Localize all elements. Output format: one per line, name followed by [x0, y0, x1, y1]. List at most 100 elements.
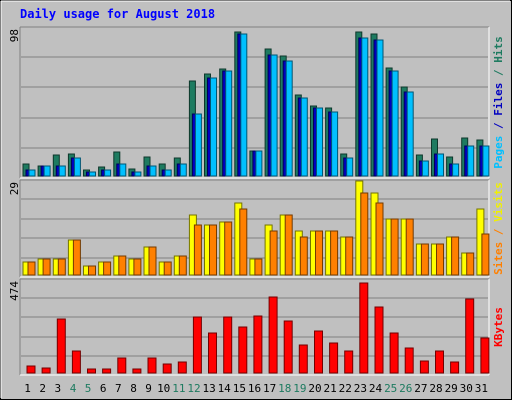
bar-pages-day-6	[104, 169, 112, 177]
bar-sites-day-31	[481, 233, 490, 276]
day-label-7: 7	[115, 382, 122, 395]
legend-part: /	[492, 222, 505, 242]
chart-title: Daily usage for August 2018	[20, 7, 215, 21]
bar-pages-day-27	[421, 160, 429, 177]
bar-sites-day-30	[466, 252, 475, 276]
bar-pages-day-5	[89, 171, 96, 177]
bar-kbytes-day-21	[329, 342, 339, 374]
day-label-15: 15	[233, 382, 246, 395]
bar-sites-day-29	[451, 236, 460, 276]
bar-sites-day-3	[57, 258, 66, 276]
bar-pages-day-16	[255, 150, 263, 177]
day-labels: 1 2 3 4 5 6 7 8 9 10 11 12 13 14 15 16 17 18 19 20 21 22 23 24 2…	[24, 382, 488, 395]
day-label-28: 28	[429, 382, 442, 395]
bar-sites-day-27	[420, 243, 429, 276]
series-legend-label: Sites / Visits	[492, 182, 505, 275]
bar-sites-day-1	[27, 261, 36, 276]
bar-pages-day-7	[119, 163, 127, 177]
bar-sites-day-17	[269, 230, 278, 276]
bar-kbytes-day-30	[465, 298, 475, 374]
bar-sites-day-21	[330, 230, 339, 276]
day-label-16: 16	[248, 382, 261, 395]
bar-kbytes-day-24	[374, 306, 384, 374]
bar-pages-day-13	[210, 77, 217, 177]
bar-pages-day-25	[391, 70, 399, 177]
bar-pages-day-26	[406, 91, 414, 177]
bar-pages-day-18	[285, 60, 293, 177]
bar-pages-day-24	[376, 39, 384, 177]
day-label-14: 14	[218, 382, 232, 395]
bar-pages-day-19	[300, 97, 308, 177]
scale-max-label: 98	[8, 29, 21, 42]
day-label-26: 26	[399, 382, 412, 395]
bar-pages-day-30	[467, 145, 475, 177]
day-label-25: 25	[384, 382, 397, 395]
bar-sites-day-5	[88, 265, 96, 276]
bar-sites-day-22	[345, 236, 354, 276]
day-label-13: 13	[202, 382, 215, 395]
day-label-1: 1	[24, 382, 31, 395]
day-label-8: 8	[130, 382, 137, 395]
legend-part: Pages	[492, 136, 505, 169]
bar-sites-day-8	[133, 258, 142, 276]
bar-sites-day-26	[405, 218, 414, 276]
scale-max-label: 474	[8, 281, 21, 301]
legend-part: /	[492, 116, 505, 136]
day-label-29: 29	[445, 382, 458, 395]
series-legend-label: Pages / Files / Hits	[492, 36, 505, 169]
day-label-27: 27	[414, 382, 427, 395]
bar-pages-day-2	[43, 165, 51, 177]
bar-pages-day-17	[270, 54, 278, 177]
series-legend-label: KBytes	[492, 307, 505, 347]
legend-part: Visits	[492, 182, 505, 222]
bar-pages-day-4	[73, 157, 81, 177]
bar-sites-day-4	[72, 239, 81, 276]
day-label-18: 18	[278, 382, 291, 395]
bar-kbytes-day-29	[450, 361, 460, 374]
bar-sites-day-12	[193, 224, 202, 276]
legend-part: KBytes	[492, 307, 505, 347]
day-label-6: 6	[100, 382, 107, 395]
bar-kbytes-day-26	[404, 347, 414, 374]
bar-kbytes-day-17	[268, 296, 278, 374]
bar-kbytes-day-1	[26, 365, 36, 374]
bar-sites-day-7	[118, 255, 127, 276]
day-label-5: 5	[85, 382, 92, 395]
bar-kbytes-day-8	[132, 368, 142, 374]
bar-kbytes-day-19	[298, 344, 308, 374]
scale-max-label: 29	[8, 182, 21, 195]
bar-sites-day-13	[209, 224, 217, 276]
bar-kbytes-day-12	[192, 316, 202, 374]
day-label-23: 23	[354, 382, 367, 395]
bar-sites-day-20	[315, 230, 323, 276]
bar-kbytes-day-16	[253, 315, 263, 374]
bar-sites-day-14	[224, 221, 233, 276]
bar-sites-day-18	[284, 214, 293, 276]
bar-kbytes-day-23	[359, 282, 369, 374]
bar-sites-day-2	[42, 258, 51, 276]
bar-kbytes-day-2	[41, 367, 51, 374]
day-label-11: 11	[172, 382, 185, 395]
day-label-20: 20	[308, 382, 321, 395]
bar-kbytes-day-7	[117, 357, 127, 374]
bar-kbytes-day-31	[480, 337, 490, 374]
bar-kbytes-day-4	[71, 350, 81, 374]
day-label-30: 30	[460, 382, 473, 395]
day-label-9: 9	[145, 382, 152, 395]
bar-kbytes-day-14	[223, 316, 233, 374]
bar-kbytes-day-6	[102, 368, 112, 374]
bar-kbytes-day-11	[177, 361, 187, 374]
day-label-17: 17	[263, 382, 276, 395]
bar-pages-day-20	[316, 107, 323, 177]
panels: 98 Pages / Files / Hits 29 Sites / Visits 47…	[8, 26, 505, 376]
bar-kbytes-day-5	[87, 368, 96, 374]
bar-kbytes-day-13	[208, 332, 217, 374]
day-label-31: 31	[475, 382, 488, 395]
bar-pages-day-31	[482, 145, 490, 177]
bar-kbytes-day-25	[389, 332, 399, 374]
bar-kbytes-day-28	[435, 350, 444, 374]
day-label-2: 2	[39, 382, 46, 395]
bar-pages-day-22	[346, 157, 354, 177]
legend-part: Hits	[492, 36, 505, 63]
